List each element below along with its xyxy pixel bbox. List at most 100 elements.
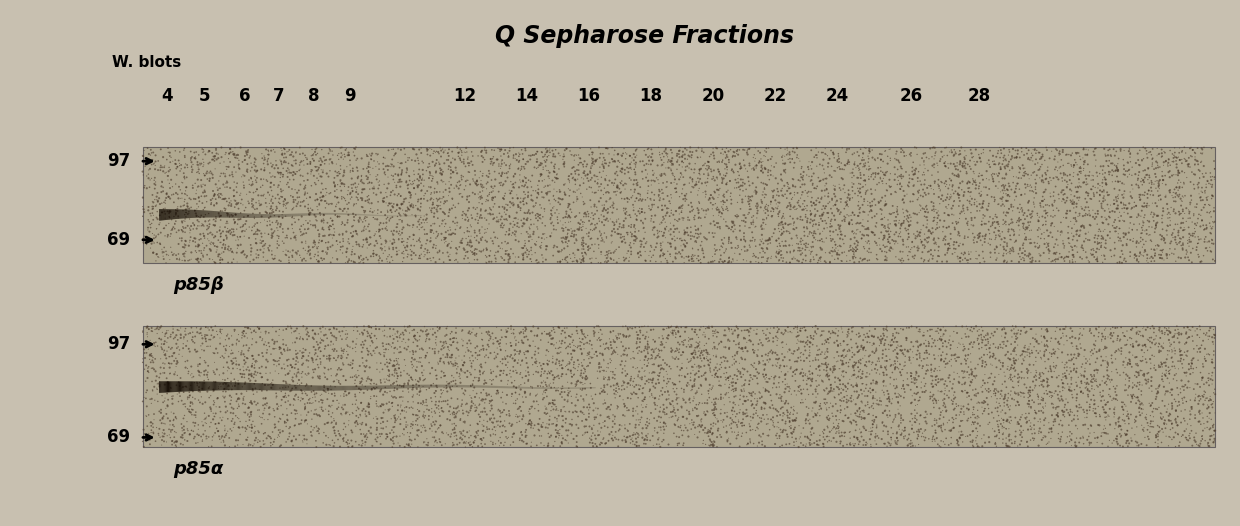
Point [733, 400, 753, 408]
Point [1177, 425, 1197, 433]
Point [459, 336, 479, 345]
Point [968, 335, 988, 343]
Point [666, 245, 686, 253]
Point [1147, 144, 1167, 153]
Point [764, 379, 784, 388]
Point [1146, 184, 1166, 193]
Point [528, 426, 548, 434]
Point [920, 255, 940, 264]
Point [424, 389, 444, 397]
Point [823, 328, 843, 337]
Point [420, 424, 440, 433]
Point [144, 216, 164, 224]
Point [785, 347, 805, 356]
Point [1116, 240, 1136, 248]
Point [299, 246, 319, 255]
Point [666, 207, 686, 215]
Point [1055, 325, 1075, 333]
Point [997, 401, 1017, 409]
Point [802, 229, 822, 237]
Point [1204, 389, 1224, 397]
Point [662, 346, 682, 355]
Point [308, 242, 327, 251]
Point [398, 250, 418, 258]
Point [539, 369, 559, 377]
Point [595, 258, 615, 266]
Point [704, 327, 724, 336]
Point [610, 360, 630, 369]
Point [164, 416, 184, 424]
Point [1135, 341, 1154, 349]
Point [174, 335, 193, 343]
Point [222, 225, 242, 233]
Point [931, 437, 951, 445]
Point [706, 394, 725, 403]
Point [356, 410, 376, 418]
Point [572, 386, 591, 394]
Point [946, 245, 966, 253]
Point [935, 390, 955, 398]
Point [1079, 228, 1099, 236]
Point [775, 371, 795, 379]
Point [148, 390, 167, 398]
Point [806, 410, 826, 418]
Point [525, 240, 544, 248]
Point [667, 149, 687, 158]
Point [246, 230, 265, 238]
Point [763, 401, 782, 409]
Point [769, 248, 789, 256]
Point [916, 387, 936, 395]
Point [637, 356, 657, 365]
Point [505, 334, 525, 342]
Point [218, 386, 238, 394]
Point [972, 338, 992, 347]
Point [794, 197, 813, 205]
Point [195, 427, 215, 435]
Point [609, 436, 629, 444]
Point [232, 331, 252, 340]
Point [572, 158, 591, 167]
Point [324, 225, 343, 233]
Point [877, 179, 897, 188]
Point [616, 204, 636, 213]
Point [973, 204, 993, 212]
Point [947, 189, 967, 198]
Point [527, 390, 547, 398]
Point [559, 389, 579, 397]
Point [228, 151, 248, 159]
Point [997, 197, 1017, 205]
Point [600, 327, 620, 336]
Point [543, 352, 563, 360]
Point [162, 225, 182, 234]
Point [392, 382, 412, 391]
Point [291, 157, 311, 166]
Point [661, 179, 681, 187]
Point [885, 240, 905, 248]
Point [748, 203, 768, 211]
Point [465, 228, 485, 237]
Point [1131, 195, 1151, 204]
Point [351, 194, 371, 202]
Point [414, 413, 434, 422]
Point [1122, 351, 1142, 359]
Point [1188, 356, 1208, 365]
Point [898, 181, 918, 190]
Point [988, 218, 1008, 226]
Point [595, 373, 615, 382]
Point [696, 178, 715, 187]
Point [729, 367, 749, 376]
Point [1004, 347, 1024, 356]
Point [187, 379, 207, 388]
Point [1054, 408, 1074, 416]
Point [715, 165, 735, 173]
Point [1004, 196, 1024, 204]
Point [675, 155, 694, 163]
Point [1023, 254, 1043, 262]
Point [331, 365, 351, 373]
Point [719, 156, 739, 164]
Point [424, 407, 444, 416]
Point [738, 347, 758, 356]
Point [283, 377, 303, 386]
Point [565, 175, 585, 184]
Point [882, 336, 901, 345]
